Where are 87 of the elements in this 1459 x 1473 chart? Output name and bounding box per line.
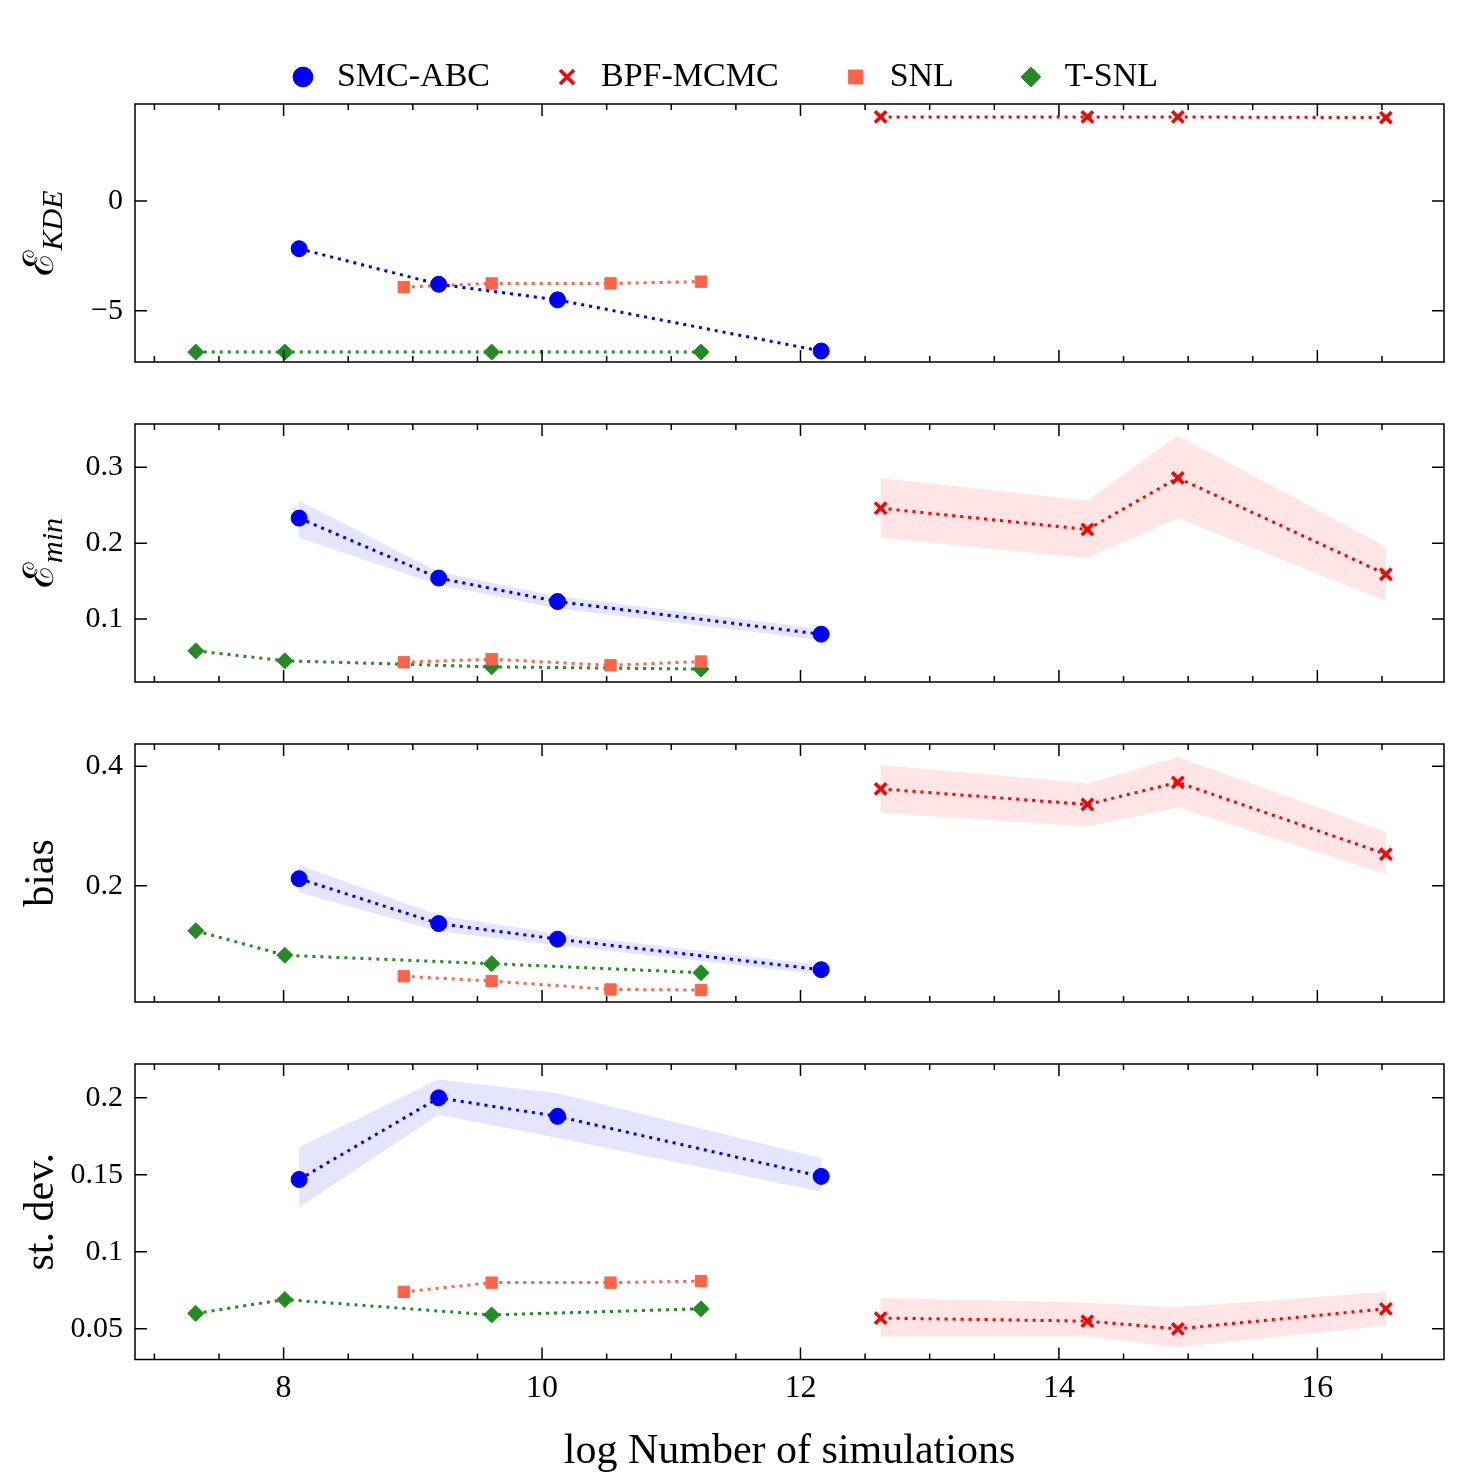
point (604, 277, 617, 290)
y-tick-label: 0.05 (70, 1309, 123, 1343)
y-tick-label: 0.2 (85, 524, 123, 558)
point (485, 1276, 498, 1289)
point (812, 625, 830, 643)
point (430, 1089, 448, 1107)
point (276, 652, 294, 670)
y-tick-label: 0.1 (85, 1232, 123, 1266)
point (1079, 1313, 1095, 1329)
x-tick-label: 12 (784, 1368, 817, 1405)
point (187, 922, 205, 940)
point (430, 915, 448, 933)
point (397, 656, 410, 669)
point (397, 280, 410, 294)
legend-label: T-SNL (1064, 55, 1159, 93)
point (430, 569, 448, 587)
point (397, 1285, 410, 1299)
point (549, 1107, 567, 1125)
point (483, 1306, 501, 1324)
point (1170, 470, 1186, 486)
point (1079, 109, 1095, 125)
point (873, 500, 889, 516)
y-tick-label: 0 (108, 181, 123, 215)
x-tick-label: 16 (1301, 1368, 1334, 1405)
y-tick-label: −5 (91, 291, 123, 325)
point (549, 593, 567, 611)
point (694, 275, 708, 288)
y-tick-label: 0.1 (85, 599, 123, 633)
y-tick-label: 0.4 (85, 747, 123, 781)
point (187, 642, 205, 660)
point (692, 964, 710, 982)
legend-label: SNL (889, 55, 954, 93)
point (1079, 522, 1095, 537)
point (604, 659, 617, 672)
point (812, 961, 830, 979)
y-tick-label: 0.3 (85, 448, 123, 482)
point (873, 781, 889, 797)
x-tick-label: 10 (526, 1368, 559, 1405)
x-tick-label: 14 (1042, 1368, 1075, 1405)
point (812, 1167, 830, 1185)
x-tick-label: 8 (275, 1368, 292, 1405)
point (290, 1170, 308, 1188)
point (549, 291, 567, 309)
point (692, 1300, 710, 1318)
point (1170, 1321, 1186, 1337)
point (604, 983, 617, 996)
point (604, 1276, 617, 1289)
point (290, 509, 308, 527)
point (485, 277, 498, 290)
point (290, 240, 308, 258)
point (812, 342, 830, 360)
point (430, 275, 448, 293)
point (187, 1304, 205, 1322)
point (694, 1274, 708, 1288)
point (694, 655, 708, 668)
y-tick-label: 0.15 (70, 1155, 123, 1189)
point (290, 870, 308, 888)
point (276, 343, 294, 361)
point (694, 983, 708, 997)
point (1378, 110, 1394, 126)
point (1170, 774, 1186, 790)
x-axis-title: log Number of simulations (563, 1425, 1016, 1472)
legend-label: SMC-ABC (336, 55, 490, 93)
point (873, 109, 889, 125)
y-tick-label: 0.2 (85, 866, 123, 900)
point (483, 955, 501, 973)
y-axis-title: bias (16, 839, 63, 907)
y-tick-label: 0.2 (85, 1078, 123, 1112)
y-axis-title: ℰKDE (16, 190, 69, 276)
point (276, 946, 294, 964)
point (1378, 566, 1394, 582)
point (1079, 797, 1095, 812)
point (1378, 1301, 1394, 1317)
point (485, 974, 498, 988)
point (692, 343, 710, 361)
point (873, 1310, 889, 1326)
point (397, 970, 410, 983)
point (187, 343, 205, 361)
point (1170, 109, 1186, 125)
legend-label: BPF-MCMC (600, 55, 779, 93)
y-axis-title: st. dev. (16, 1153, 63, 1271)
y-axis-title: ℰmin (16, 518, 69, 588)
point (483, 343, 501, 361)
point (1378, 846, 1394, 862)
point (485, 653, 498, 666)
point (549, 930, 567, 948)
point (276, 1291, 294, 1309)
